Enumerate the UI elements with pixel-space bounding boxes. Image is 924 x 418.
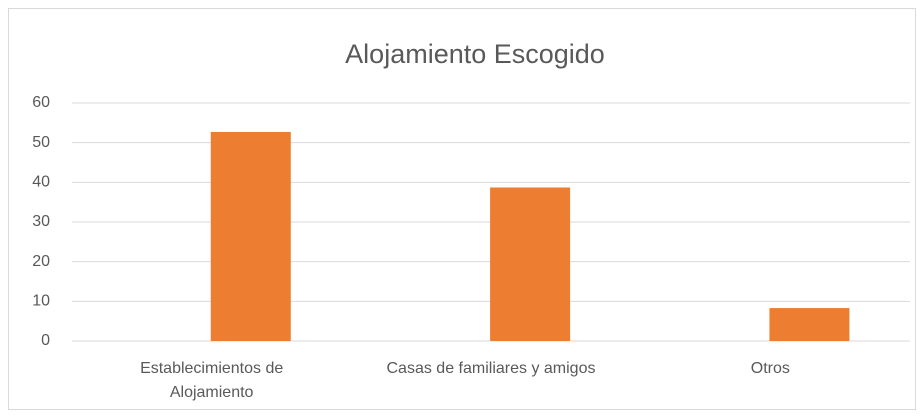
y-tick-label: 0 (41, 332, 50, 349)
y-tick-label: 50 (32, 134, 50, 151)
x-tick-label: Establecimientos de Alojamiento (140, 360, 284, 401)
x-tick-label: Otros (750, 360, 790, 377)
bar (490, 187, 571, 341)
y-tick-label: 10 (32, 293, 50, 310)
y-tick-label: 60 (32, 94, 50, 111)
bar (769, 308, 850, 341)
x-tick-label: Casas de familiares y amigos (386, 360, 596, 377)
chart-title: Alojamiento Escogido (345, 39, 605, 69)
y-tick-label: 30 (32, 213, 50, 230)
chart-border (8, 8, 916, 410)
bar (210, 131, 291, 341)
y-tick-label: 20 (32, 253, 50, 270)
y-tick-label: 40 (32, 174, 50, 191)
